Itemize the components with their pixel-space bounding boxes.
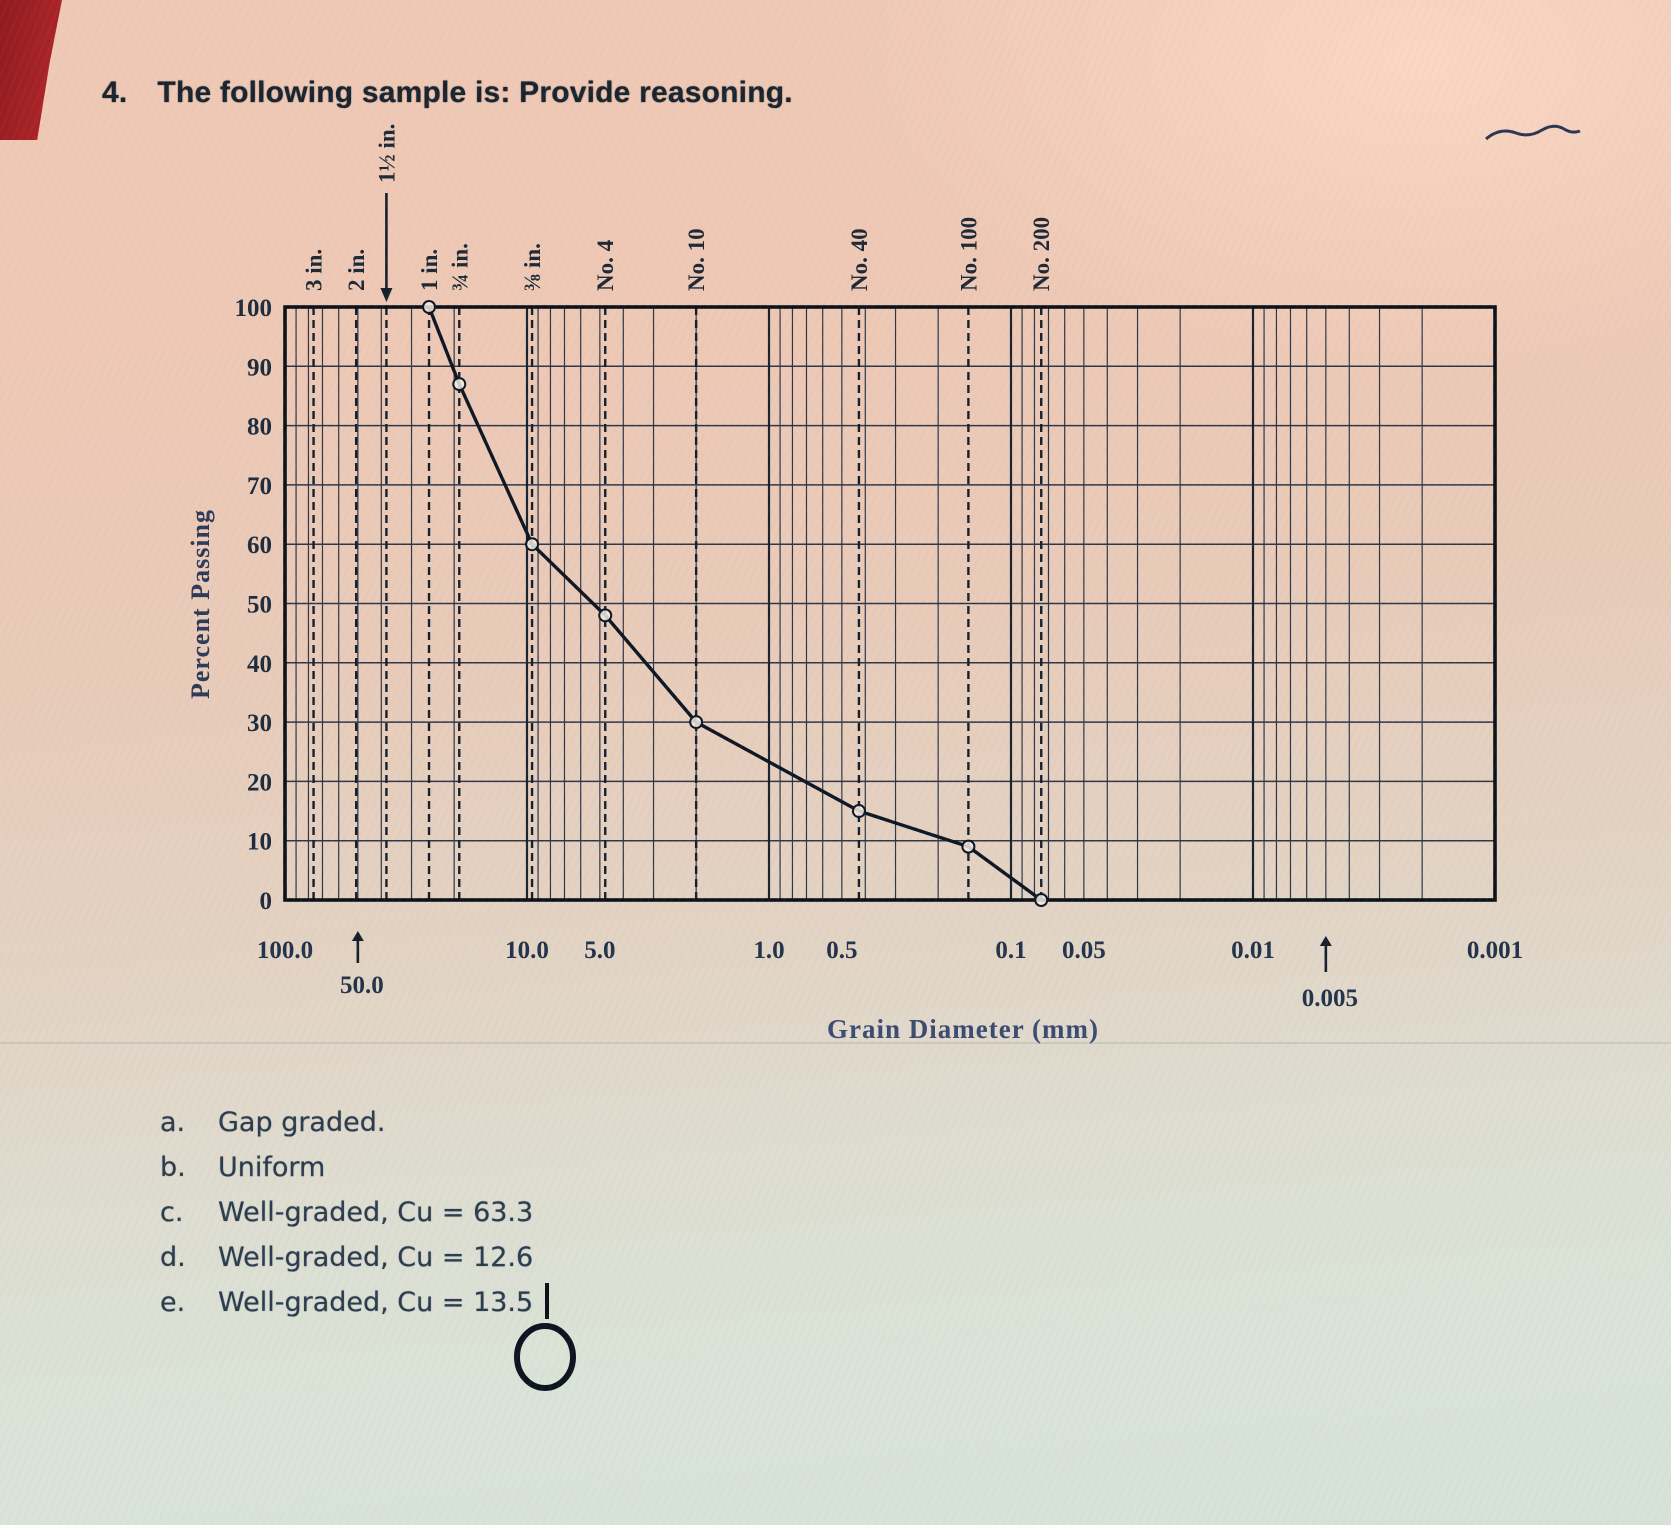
svg-text:100.0: 100.0 [257,937,313,964]
option-b[interactable]: b. Uniform [160,1145,549,1190]
svg-text:5.0: 5.0 [584,937,615,964]
svg-text:0.1: 0.1 [995,937,1026,964]
option-text: Uniform [218,1152,326,1183]
svg-text:¾ in.: ¾ in. [447,243,472,291]
svg-text:⅜ in.: ⅜ in. [520,243,545,291]
svg-text:40: 40 [247,651,272,678]
svg-text:30: 30 [247,710,272,737]
distribution-curve [427,306,1043,902]
option-a[interactable]: a. Gap graded. [160,1100,549,1145]
svg-text:50: 50 [247,592,272,619]
chart-group: 3 in. 2 in. 1½ in. 1 in. ¾ in. ⅜ in. No. 4 No. … [186,124,1523,1044]
svg-text:1½ in.: 1½ in. [374,124,399,183]
option-e[interactable]: e. Well-graded, Cu = 13.5 [160,1280,549,1325]
svg-text:70: 70 [247,473,272,500]
svg-text:50.0: 50.0 [340,972,384,999]
svg-text:0.01: 0.01 [1231,937,1275,964]
option-letter: e. [160,1287,186,1318]
svg-text:1 in.: 1 in. [417,249,442,291]
option-letter: d. [160,1242,186,1273]
hand-drawn-circle [514,1323,576,1391]
option-text: Well-graded, Cu = 63.3 [218,1197,534,1228]
svg-text:100: 100 [235,295,273,322]
svg-text:No. 4: No. 4 [593,239,618,291]
option-text: Well-graded, Cu = 12.6 [218,1242,534,1273]
option-letter: c. [160,1197,184,1228]
svg-text:2 in.: 2 in. [344,249,369,291]
y-axis-label: Percent Passing [186,509,215,699]
option-letter: b. [160,1152,186,1183]
svg-text:10: 10 [247,829,272,856]
option-letter: a. [160,1107,186,1138]
question-text: The following sample is: Provide reasoni… [157,76,793,109]
svg-text:0.001: 0.001 [1467,937,1523,964]
pen-scribble-mark [1485,124,1581,141]
svg-text:60: 60 [247,532,272,559]
text-cursor-mark [545,1282,549,1319]
svg-text:1.0: 1.0 [753,937,784,964]
svg-text:20: 20 [247,769,272,796]
option-d[interactable]: d. Well-graded, Cu = 12.6 [160,1235,549,1280]
svg-text:90: 90 [247,354,272,381]
x-axis-label: Grain Diameter (mm) [827,1014,1099,1044]
option-text: Gap graded. [218,1107,386,1138]
page-divider [0,1042,1671,1044]
svg-text:80: 80 [247,414,272,441]
svg-text:0: 0 [260,888,273,915]
svg-text:10.0: 10.0 [505,937,549,964]
svg-text:0.005: 0.005 [1302,985,1358,1012]
svg-text:No. 10: No. 10 [684,228,709,291]
svg-text:3 in.: 3 in. [302,249,327,291]
svg-text:No. 200: No. 200 [1029,217,1054,291]
svg-text:0.05: 0.05 [1062,937,1106,964]
question-number: 4. [102,76,128,109]
svg-text:No. 100: No. 100 [956,217,981,291]
answer-options: a. Gap graded. b. Uniform c. Well-graded… [160,1100,549,1325]
option-c[interactable]: c. Well-graded, Cu = 63.3 [160,1190,549,1235]
svg-text:0.5: 0.5 [826,937,857,964]
svg-text:No. 40: No. 40 [847,228,872,291]
option-text: Well-graded, Cu = 13.5 [218,1287,534,1318]
question-title: 4. The following sample is: Provide reas… [102,76,793,110]
